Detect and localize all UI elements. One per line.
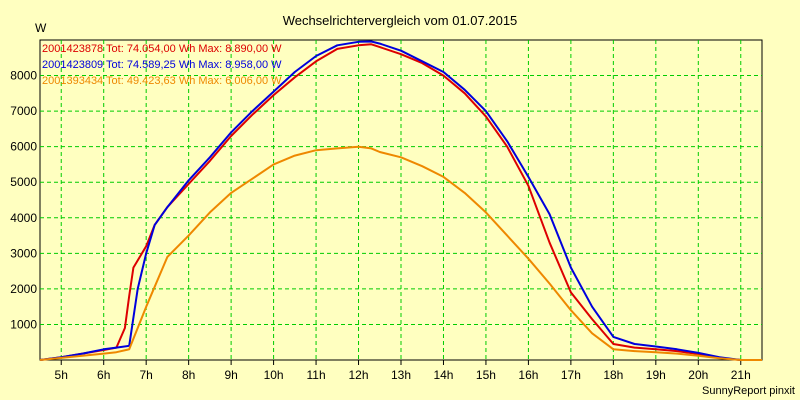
x-tick-label: 17h bbox=[561, 368, 581, 382]
x-axis-tick-labels: 5h 6h 7h 8h 9h 10h 11h 12h 13h 14h 15h 16h 17h 18h 19h… bbox=[55, 368, 751, 382]
x-tick-label: 11h bbox=[306, 368, 325, 382]
y-tick-label: 8000 bbox=[10, 69, 37, 83]
y-tick-label: 2000 bbox=[10, 282, 37, 296]
series-line-2001423809 bbox=[39, 40, 762, 361]
y-tick-label: 3000 bbox=[10, 246, 37, 260]
x-tick-label: 8h bbox=[182, 368, 195, 382]
y-tick-label: 5000 bbox=[10, 175, 37, 189]
y-axis-unit-label: W bbox=[35, 21, 47, 35]
legend-entry-2001393434: 2001393434 Tot: 49.423,63 Wh Max: 6.006,… bbox=[42, 75, 282, 87]
legend-entry-2001423878: 2001423878 Tot: 74.054,00 Wh Max: 8.890,… bbox=[42, 43, 282, 55]
chart-title: Wechselrichtervergleich vom 01.07.2015 bbox=[283, 13, 518, 28]
y-tick-label: 6000 bbox=[10, 140, 37, 154]
x-tick-label: 14h bbox=[433, 368, 453, 382]
series-line-2001423878 bbox=[39, 43, 762, 361]
x-tick-label: 16h bbox=[518, 368, 538, 382]
footer-credit: SunnyReport pinxit bbox=[702, 385, 795, 397]
legend-entry-2001423809: 2001423809 Tot: 74.589,25 Wh Max: 8.958,… bbox=[42, 59, 282, 71]
gridlines bbox=[40, 40, 762, 365]
y-tick-label: 4000 bbox=[10, 211, 37, 225]
x-tick-label: 5h bbox=[55, 368, 68, 382]
x-tick-label: 9h bbox=[224, 368, 237, 382]
legend: 2001423878 Tot: 74.054,00 Wh Max: 8.890,… bbox=[42, 43, 282, 87]
y-tick-label: 7000 bbox=[10, 104, 37, 118]
x-tick-label: 12h bbox=[349, 368, 369, 382]
x-tick-label: 10h bbox=[264, 368, 284, 382]
y-tick-label: 1000 bbox=[10, 317, 37, 331]
x-tick-label: 7h bbox=[139, 368, 152, 382]
x-tick-label: 15h bbox=[476, 368, 496, 382]
series-line-2001393434 bbox=[39, 145, 762, 361]
x-tick-label: 19h bbox=[646, 368, 666, 382]
x-tick-label: 13h bbox=[391, 368, 411, 382]
y-axis-tick-labels: 1000 2000 3000 4000 5000 6000 7000 8000 bbox=[10, 69, 37, 332]
x-tick-label: 6h bbox=[97, 368, 110, 382]
x-tick-label: 20h bbox=[688, 368, 708, 382]
x-tick-label: 18h bbox=[603, 368, 623, 382]
x-tick-label: 21h bbox=[731, 368, 751, 382]
series-lines bbox=[39, 40, 762, 361]
